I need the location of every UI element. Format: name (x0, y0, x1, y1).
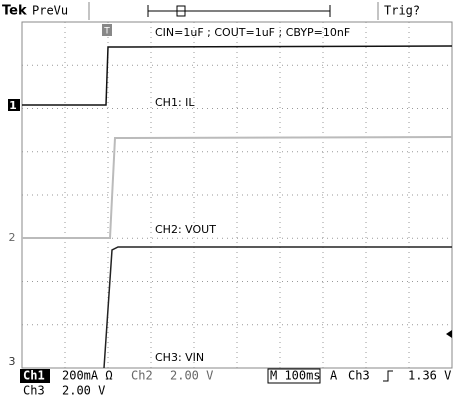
status-ch2-scale: 2.00 V (170, 369, 213, 383)
trigger-marker: T (103, 27, 110, 37)
ch2-marker: 2 (9, 231, 16, 244)
status-ch3-scale: 2.00 V (62, 384, 105, 398)
ch3-label: CH3: VIN (155, 351, 204, 364)
edge-icon (383, 370, 393, 382)
view-window (176, 5, 186, 17)
trigger-marker-bg (102, 24, 112, 36)
status-ch2: Ch2 (131, 369, 153, 383)
caption: CIN=1uF ; COUT=1uF ; CBYP=10nF (155, 26, 350, 39)
trigger-status: Trig? (384, 4, 420, 18)
ch1-trace (22, 45, 453, 106)
record-bracket (147, 5, 331, 17)
status-ch1-scale: 200mA Ω (62, 369, 113, 383)
status-ch1: Ch1 (23, 369, 45, 383)
status-trig-source: Ch3 (348, 369, 370, 383)
ch1-label: CH1: IL (155, 96, 195, 109)
status-timebase: M 100ms (270, 369, 321, 383)
trigger-level-arrow (446, 330, 452, 338)
brand: Tek (2, 4, 27, 19)
grid (22, 22, 452, 368)
ch1-marker-bg (8, 99, 20, 111)
timebase-box (267, 368, 321, 384)
status-ch3: Ch3 (23, 384, 45, 398)
ch3-trace (103, 246, 452, 369)
ch1-badge (20, 369, 50, 383)
ch2-label: CH2: VOUT (155, 223, 216, 236)
status-acq: A (330, 369, 338, 383)
ch3-marker: 3 (9, 355, 16, 368)
ch2-trace (22, 136, 453, 239)
status-trig-level: 1.36 V (408, 369, 451, 383)
ch1-marker: 1 (9, 99, 17, 112)
mode: PreVu (32, 4, 68, 18)
